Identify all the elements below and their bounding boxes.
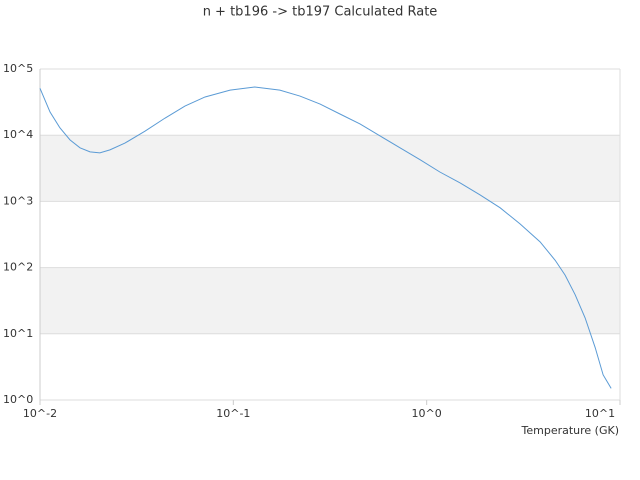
- x-tick-label: 10^1: [585, 407, 615, 420]
- y-tick-label: 10^3: [3, 194, 33, 207]
- x-axis-label: Temperature (GK): [521, 424, 620, 437]
- data-line: [39, 86, 612, 389]
- y-tick-label: 10^5: [3, 62, 33, 75]
- x-tick-label: 10^-1: [216, 407, 250, 420]
- x-tick-label: 10^-2: [23, 407, 57, 420]
- x-tick-label: 10^0: [412, 407, 442, 420]
- y-tick-label: 10^0: [3, 393, 33, 406]
- y-tick-label: 10^1: [3, 327, 33, 340]
- grid-band: [40, 267, 620, 334]
- y-tick-label: 10^2: [3, 261, 33, 274]
- chart-title: n + tb196 -> tb197 Calculated Rate: [203, 5, 438, 20]
- y-tick-label: 10^4: [3, 128, 33, 141]
- grid-band: [40, 135, 620, 202]
